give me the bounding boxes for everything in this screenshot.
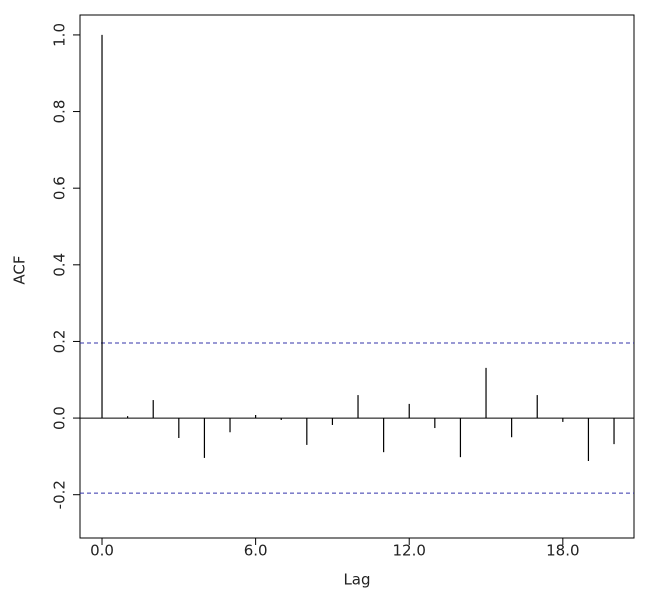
y-tick-label: 1.0	[51, 23, 69, 47]
plot-frame	[79, 14, 635, 539]
y-tick-label: 0.2	[51, 330, 69, 354]
x-tick-label: 18.0	[546, 542, 579, 560]
y-tick-label: 0.8	[51, 100, 69, 124]
x-tick-label: 0.0	[90, 542, 114, 560]
x-tick-label: 6.0	[244, 542, 268, 560]
x-axis-label: Lag	[343, 571, 370, 589]
y-tick-label: 0.0	[51, 406, 69, 430]
y-tick-label: -0.2	[51, 480, 69, 509]
y-tick-label: 0.6	[51, 176, 69, 200]
y-tick-label: 0.4	[51, 253, 69, 277]
x-tick-label: 12.0	[393, 542, 426, 560]
y-axis-label: ACF	[11, 255, 29, 284]
